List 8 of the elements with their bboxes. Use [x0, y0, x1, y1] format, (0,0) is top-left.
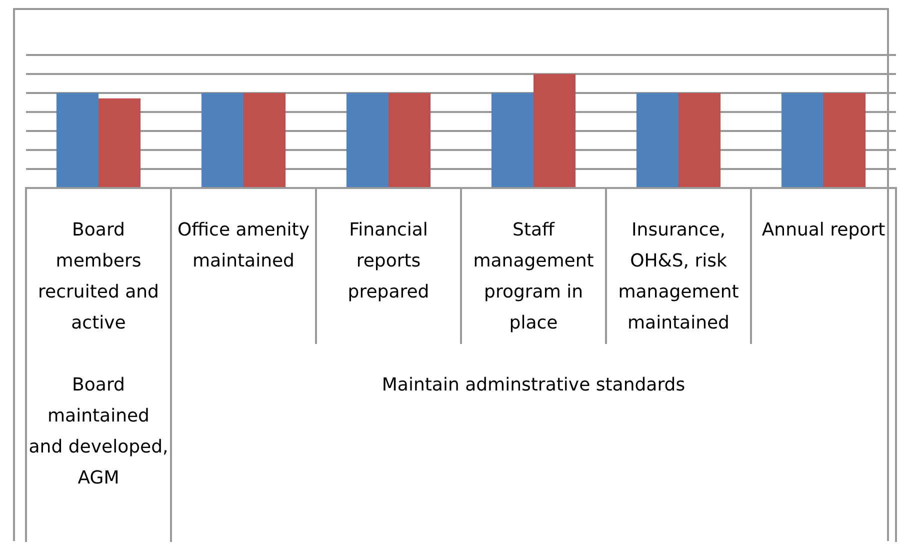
x-tick-label: Office amenity maintained — [177, 220, 310, 272]
x-tick-label: Annual report — [762, 220, 886, 241]
x-tick-label: Insurance, OH&S, risk management maintained — [618, 220, 739, 334]
x-tick-label: Staff management program in place — [473, 220, 594, 334]
text: Maintain adminstrative standards — [382, 374, 686, 396]
x-tick-label: Financial reports prepared — [348, 220, 430, 303]
x-tick-label: Board members recruited and active — [38, 220, 159, 334]
text: Board maintained and developed, AGM — [28, 374, 168, 489]
